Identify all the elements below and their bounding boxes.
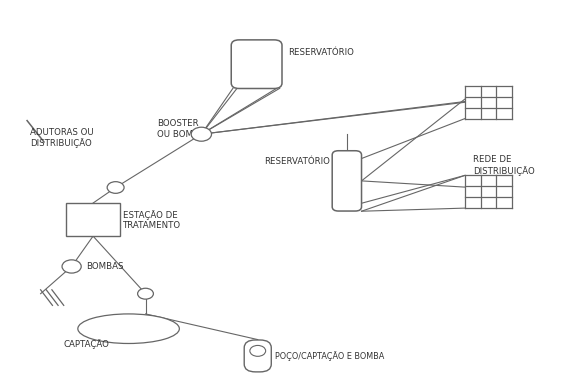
Circle shape: [138, 288, 153, 299]
Text: RESERVATÓRIO: RESERVATÓRIO: [264, 157, 330, 166]
Bar: [67, 203, 120, 237]
FancyBboxPatch shape: [332, 151, 362, 211]
Text: BOMBAS: BOMBAS: [86, 262, 123, 271]
Text: REDE DE
DISTRIBUIÇÃO: REDE DE DISTRIBUIÇÃO: [473, 155, 534, 175]
Text: BOOSTER
OU BOMBA: BOOSTER OU BOMBA: [157, 119, 205, 139]
Circle shape: [191, 127, 212, 141]
FancyBboxPatch shape: [244, 340, 271, 372]
Text: CAPTAÇÃO: CAPTAÇÃO: [63, 339, 109, 349]
FancyBboxPatch shape: [231, 40, 282, 89]
Text: ESTAÇÃO DE
TRATAMENTO: ESTAÇÃO DE TRATAMENTO: [123, 210, 181, 230]
Ellipse shape: [78, 314, 179, 343]
Circle shape: [62, 260, 81, 273]
Text: ADUTORAS OU
DISTRIBUIÇÃO: ADUTORAS OU DISTRIBUIÇÃO: [30, 128, 94, 148]
Circle shape: [250, 345, 266, 356]
Text: POÇO/CAPTAÇÃO E BOMBA: POÇO/CAPTAÇÃO E BOMBA: [275, 351, 385, 361]
Circle shape: [107, 182, 124, 193]
Text: RESERVATÓRIO: RESERVATÓRIO: [288, 48, 354, 57]
